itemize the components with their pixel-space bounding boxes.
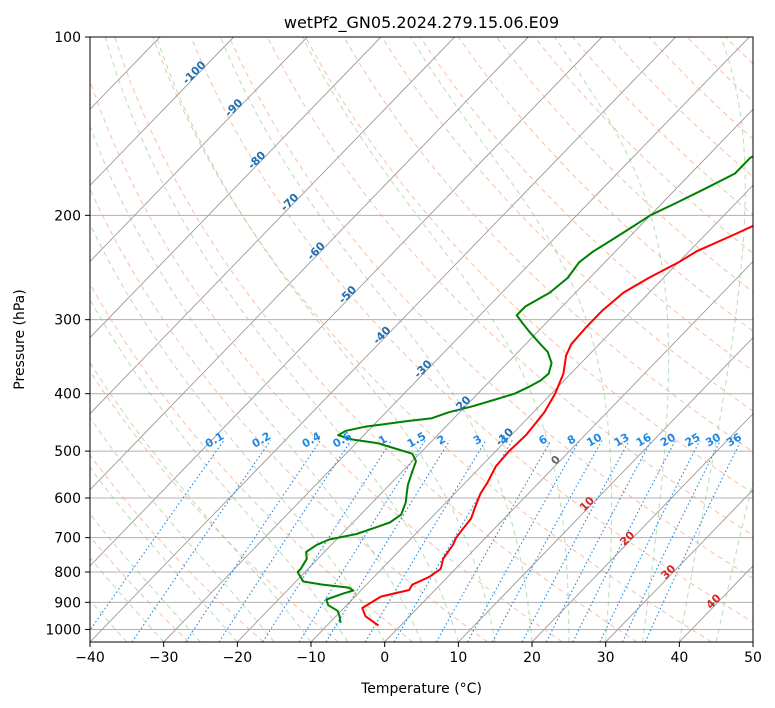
isotherm-line [90, 37, 308, 263]
isotherm-line [605, 489, 753, 642]
moist-adiabat [90, 222, 386, 642]
moist-adiabat [90, 466, 238, 642]
dry-adiabat [190, 37, 753, 623]
mixing-ratio-labels: 0.1 0.2 0.4 0.6 1 1.5 2 3 4 6 8 10 13 16 20 25 30 36 [203, 429, 744, 450]
mixing-ratio-line [298, 440, 426, 642]
isotherm-line [531, 413, 753, 642]
mixing-ratio-line [364, 440, 487, 642]
y-tick-label: 200 [54, 208, 81, 224]
x-tick-label: −30 [149, 650, 179, 666]
moist-adiabat [302, 37, 570, 642]
x-axis-label: Temperature (°C) [360, 681, 482, 697]
mixing-ratio-line [185, 440, 321, 642]
moist-adiabat [90, 557, 165, 642]
isotherm-line [90, 37, 234, 187]
dry-adiabat [90, 187, 488, 642]
isotherm-line [458, 336, 753, 642]
mixing-ratio-line [218, 440, 352, 642]
x-tick-label: −10 [296, 650, 326, 666]
isotherm-line [384, 260, 753, 642]
isotherm-line [90, 37, 529, 491]
mixing-ratio-line [491, 440, 603, 642]
x-tick-label: 30 [597, 650, 615, 666]
isotherm-line [90, 37, 455, 415]
y-tick-label: 400 [54, 387, 81, 403]
moist-adiabat [410, 37, 613, 642]
mixing-ratio-line [262, 440, 392, 642]
background-grid [90, 37, 753, 642]
x-tick-label: 10 [449, 650, 467, 666]
x-tick-label: −40 [75, 650, 105, 666]
y-tick-label: 300 [54, 313, 81, 329]
chart-title: wetPf2_GN05.2024.279.15.06.E09 [284, 13, 559, 33]
mixing-ratio-line [467, 440, 580, 642]
y-tick-label: 600 [54, 491, 81, 507]
plot-frame [89, 36, 754, 643]
series-layer [296, 155, 753, 627]
moist-adiabat [90, 599, 128, 642]
dry-adiabat [114, 37, 638, 642]
isotherm-line [90, 37, 676, 642]
dewpoint-profile-line [296, 155, 753, 624]
moist-adiabat [104, 37, 459, 642]
x-tick-label: −20 [223, 650, 253, 666]
dry-adiabat [228, 37, 753, 579]
dry-adiabat [343, 37, 753, 453]
x-tick-label: 50 [744, 650, 762, 666]
y-tick-label: 900 [54, 595, 81, 611]
dry-adiabat [90, 79, 563, 642]
y-tick-label: 700 [54, 531, 81, 547]
x-tick-label: 0 [380, 650, 389, 666]
moist-adiabat [678, 37, 746, 642]
isotherm-line [237, 108, 753, 642]
temperature-profile-line [361, 224, 753, 627]
moist-adiabat [554, 37, 670, 642]
y-axis: 1000 900 800 700 600 500 400 300 200 100 [45, 30, 90, 638]
x-axis: −40 −30 −20 −10 0 10 20 30 40 50 [75, 642, 762, 666]
mixing-ratio-line [90, 440, 225, 632]
dry-adiabat [90, 370, 339, 642]
mixing-ratio-line [393, 440, 513, 642]
dry-adiabat [305, 37, 753, 494]
moist-adiabat [90, 298, 349, 642]
isotherm-line [90, 37, 382, 339]
moist-adiabat [90, 124, 422, 642]
y-tick-label: 800 [54, 565, 81, 581]
dry-adiabat [152, 37, 712, 642]
x-tick-label: 40 [670, 650, 688, 666]
y-axis-label: Pressure (hPa) [12, 289, 28, 389]
dry-adiabat [90, 282, 414, 642]
x-tick-label: 20 [523, 650, 541, 666]
y-tick-label: 500 [54, 444, 81, 460]
dry-adiabat [381, 37, 753, 412]
mixing-ratio-line [599, 440, 701, 642]
y-tick-label: 1000 [45, 622, 81, 638]
isotherm-line [163, 37, 750, 642]
mixing-ratio-line [435, 440, 552, 642]
dry-adiabat [266, 37, 753, 537]
y-tick-label: 100 [54, 30, 81, 46]
isotherm-line [90, 37, 603, 567]
moist-adiabat [156, 37, 496, 642]
dry-adiabat [496, 37, 753, 293]
